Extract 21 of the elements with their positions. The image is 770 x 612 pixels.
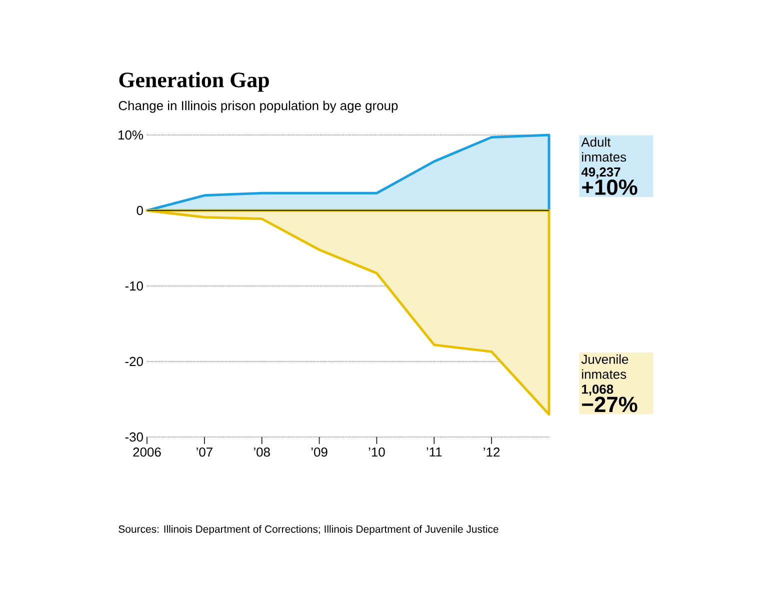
text: −27%	[582, 396, 638, 412]
y-tick-label: 0	[136, 206, 143, 216]
chart-title: Generation Gap	[119, 72, 269, 92]
text: Juvenile inmates	[581, 354, 628, 379]
text: Adult inmates	[581, 137, 626, 162]
y-tick-label: -20	[125, 356, 143, 366]
x-tick-label: ’11	[426, 448, 442, 456]
text: 49,237	[581, 167, 620, 178]
text: +10%	[582, 179, 638, 195]
x-tick-label: ’08	[254, 448, 270, 457]
source-note: Sources: Illinois Department of Corrections; Illinois Department of Juvenile Justice	[118, 525, 498, 535]
x-tick-label: ’07	[196, 448, 212, 457]
x-tick-label: ’09	[311, 448, 328, 457]
x-tick-label: 2006	[133, 448, 161, 457]
y-tick-label: -30	[125, 432, 143, 442]
text: 1,068	[582, 384, 614, 396]
x-tick-label: ’12	[484, 448, 500, 457]
x-tick-label: ’10	[368, 448, 385, 457]
y-tick-label: -10	[125, 281, 143, 291]
y-tick-label: 10%	[118, 130, 144, 140]
chart-subtitle: Change in Illinois prison population by age group	[118, 100, 398, 113]
